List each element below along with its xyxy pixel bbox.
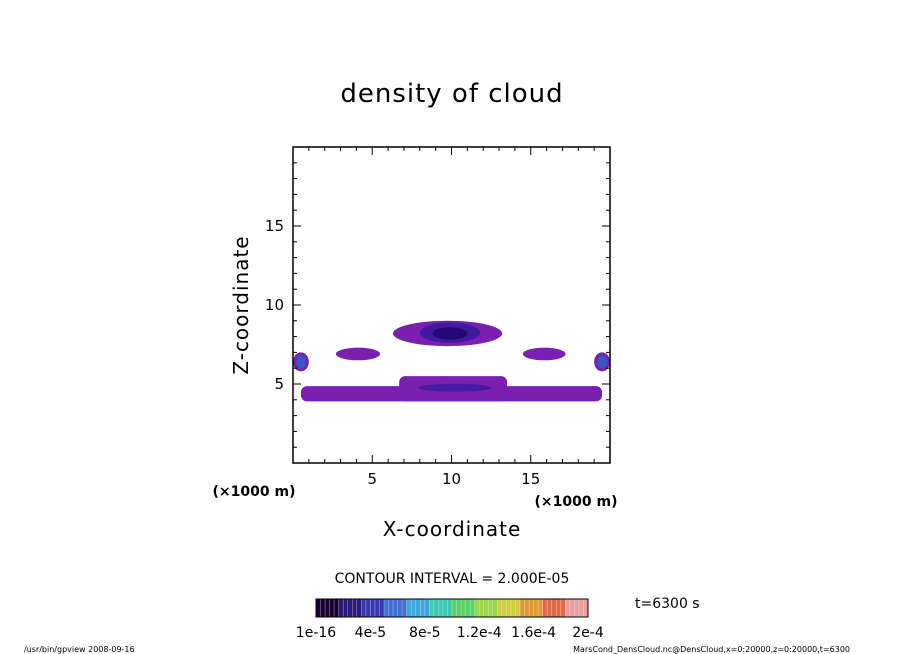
colorbar-swatch bbox=[316, 599, 322, 617]
y-axis-ticks: 5 10 15 bbox=[265, 217, 284, 393]
y-tick-label: 10 bbox=[265, 296, 284, 314]
cloud-region-left-edge bbox=[296, 355, 306, 369]
x-axis-ticks: 5 10 15 bbox=[367, 470, 540, 488]
x-unit-label: (×1000 m) bbox=[535, 494, 618, 510]
colorbar-swatch bbox=[365, 599, 371, 617]
colorbar-frame bbox=[315, 598, 589, 618]
colorbar-swatch bbox=[438, 599, 444, 617]
colorbar-swatch bbox=[483, 599, 489, 617]
colorbar-swatch bbox=[334, 599, 340, 617]
footer-right: MarsCond_DensCloud.nc@DensCloud,x=0:2000… bbox=[573, 645, 850, 654]
colorbar-swatch bbox=[343, 599, 349, 617]
colorbar-swatch bbox=[325, 599, 331, 617]
colorbar-swatch bbox=[388, 599, 394, 617]
minor-ticks bbox=[293, 147, 610, 463]
colorbar-label: 2e-4 bbox=[572, 625, 604, 641]
contour-interval-text: CONTOUR INTERVAL = 2.000E-05 bbox=[335, 571, 570, 587]
colorbar-swatch bbox=[461, 599, 467, 617]
colorbar-swatch bbox=[510, 599, 516, 617]
colorbar-label: 1.2e-4 bbox=[457, 625, 502, 641]
colorbar-swatch bbox=[583, 599, 589, 617]
cloud-region-mid-left bbox=[335, 347, 381, 361]
colorbar-swatch bbox=[474, 599, 480, 617]
colorbar-swatch bbox=[456, 599, 462, 617]
colorbar-swatch bbox=[338, 599, 344, 617]
colorbar-swatch bbox=[402, 599, 408, 617]
colorbar-swatch bbox=[424, 599, 430, 617]
colorbar-swatch bbox=[347, 599, 353, 617]
colorbar-swatch bbox=[488, 599, 494, 617]
colorbar-swatch bbox=[533, 599, 539, 617]
colorbar-swatch bbox=[429, 599, 435, 617]
chart-title: density of cloud bbox=[340, 79, 563, 109]
colorbar-swatch bbox=[393, 599, 399, 617]
colorbar-swatch bbox=[574, 599, 580, 617]
y-tick-label: 5 bbox=[274, 375, 284, 393]
colorbar-swatch bbox=[479, 599, 485, 617]
colorbar-swatch bbox=[384, 599, 390, 617]
colorbar-label: 1e-16 bbox=[296, 625, 336, 641]
colorbar-swatch bbox=[542, 599, 548, 617]
y-axis-label: Z-coordinate bbox=[229, 235, 253, 374]
plot-frame bbox=[292, 146, 611, 464]
colorbar-swatch bbox=[352, 599, 358, 617]
colorbar-swatch bbox=[415, 599, 421, 617]
colorbar-swatch bbox=[411, 599, 417, 617]
cloud-region-mid-right bbox=[522, 347, 566, 361]
cloud-contours bbox=[293, 320, 610, 402]
colorbar-swatch bbox=[442, 599, 448, 617]
colorbar-swatch bbox=[520, 599, 526, 617]
colorbar-swatch bbox=[497, 599, 503, 617]
cloud-region-upper-central-dense bbox=[432, 327, 468, 340]
colorbar-swatch bbox=[374, 599, 380, 617]
x-tick-label: 5 bbox=[367, 470, 377, 488]
colorbar bbox=[315, 599, 589, 617]
colorbar-swatch bbox=[501, 599, 507, 617]
colorbar-swatch bbox=[524, 599, 530, 617]
colorbar-swatch bbox=[406, 599, 412, 617]
colorbar-swatch bbox=[370, 599, 376, 617]
colorbar-swatch bbox=[361, 599, 367, 617]
colorbar-swatch bbox=[492, 599, 498, 617]
x-tick-label: 15 bbox=[521, 470, 540, 488]
time-label: t=6300 s bbox=[635, 596, 700, 612]
colorbar-swatch bbox=[397, 599, 403, 617]
colorbar-swatch bbox=[452, 599, 458, 617]
colorbar-swatch bbox=[356, 599, 362, 617]
colorbar-swatch bbox=[565, 599, 571, 617]
cloud-region-right-edge bbox=[597, 355, 607, 369]
colorbar-swatch bbox=[447, 599, 453, 617]
x-tick-label: 10 bbox=[442, 470, 461, 488]
colorbar-swatch bbox=[320, 599, 326, 617]
y-unit-label: (×1000 m) bbox=[213, 484, 296, 500]
footer-left: /usr/bin/gpview 2008-09-16 bbox=[24, 645, 135, 654]
colorbar-swatch bbox=[547, 599, 553, 617]
colorbar-swatch bbox=[329, 599, 335, 617]
colorbar-swatch bbox=[379, 599, 385, 617]
colorbar-label: 4e-5 bbox=[355, 625, 386, 641]
colorbar-swatch bbox=[551, 599, 557, 617]
colorbar-swatch bbox=[560, 599, 566, 617]
cloud-region-lower-band-dense bbox=[418, 383, 492, 392]
colorbar-swatch bbox=[420, 599, 426, 617]
colorbar-swatch bbox=[569, 599, 575, 617]
colorbar-swatch bbox=[529, 599, 535, 617]
colorbar-swatch bbox=[433, 599, 439, 617]
colorbar-swatch bbox=[556, 599, 562, 617]
colorbar-labels: 1e-16 4e-5 8e-5 1.2e-4 1.6e-4 2e-4 bbox=[296, 625, 604, 641]
colorbar-swatch bbox=[578, 599, 584, 617]
colorbar-label: 1.6e-4 bbox=[511, 625, 556, 641]
colorbar-swatch bbox=[506, 599, 512, 617]
colorbar-swatch bbox=[538, 599, 544, 617]
colorbar-swatch bbox=[470, 599, 476, 617]
colorbar-swatch bbox=[465, 599, 471, 617]
colorbar-swatch bbox=[515, 599, 521, 617]
colorbar-label: 8e-5 bbox=[409, 625, 440, 641]
y-tick-label: 15 bbox=[265, 217, 284, 235]
x-axis-label: X-coordinate bbox=[383, 517, 522, 541]
